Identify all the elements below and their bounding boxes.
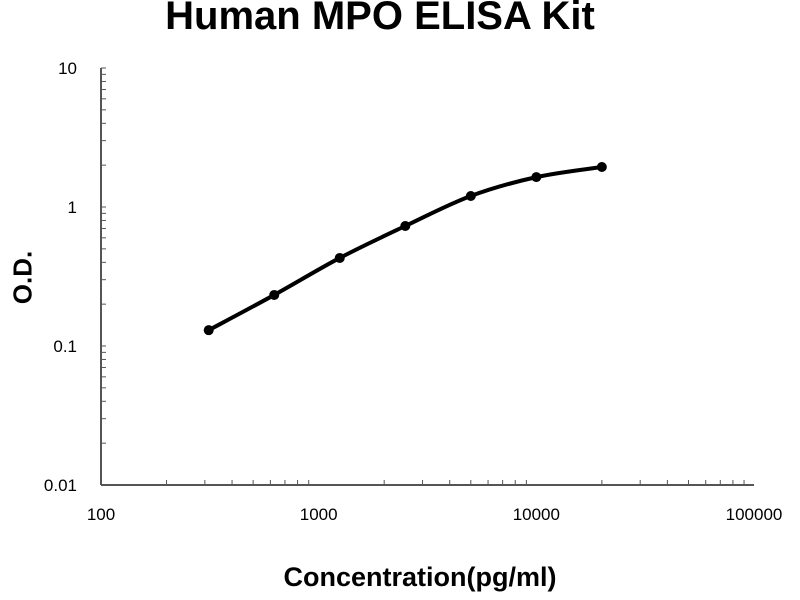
x-tick-label: 1000 xyxy=(300,505,338,524)
chart-title: Human MPO ELISA Kit xyxy=(165,0,595,38)
y-tick-label: 0.01 xyxy=(44,476,77,495)
data-point xyxy=(596,161,607,172)
data-point xyxy=(269,289,280,300)
series-line xyxy=(207,165,603,332)
data-point xyxy=(203,325,214,336)
data-point xyxy=(465,190,476,201)
x-axis-label: Concentration(pg/ml) xyxy=(283,562,557,592)
x-tick-label: 10000 xyxy=(513,505,560,524)
data-point xyxy=(334,252,345,263)
data-point xyxy=(531,172,542,183)
y-tick-label: 1 xyxy=(68,198,77,217)
x-tick-label: 100000 xyxy=(726,505,783,524)
y-tick-label: 10 xyxy=(58,59,77,78)
data-point xyxy=(400,220,411,231)
x-tick-label: 100 xyxy=(87,505,115,524)
y-tick-label: 0.1 xyxy=(53,337,77,356)
